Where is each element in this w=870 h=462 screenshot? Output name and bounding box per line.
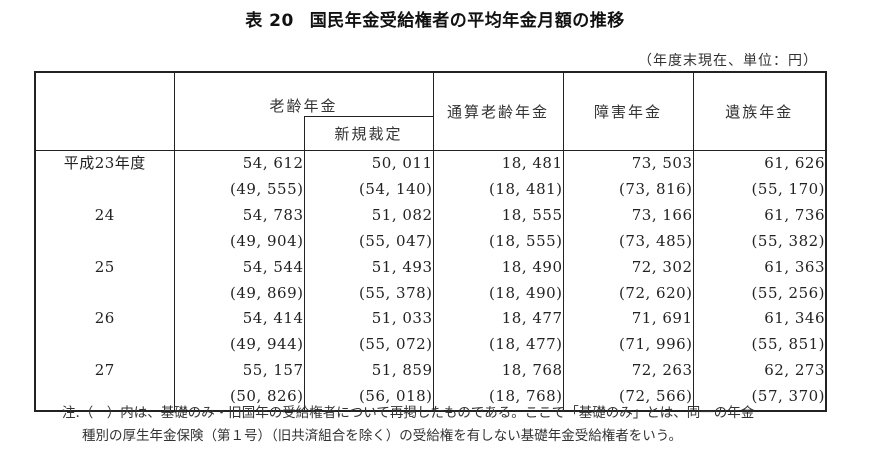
survivor-cell: 62, 273 — [693, 358, 827, 385]
table-row: 27 55, 157 51, 859 18, 768 72, 263 62, 2… — [34, 358, 827, 385]
header-tsusan: 通算老齢年金 — [432, 71, 564, 151]
table-row: 24 54, 783 51, 082 18, 555 73, 166 61, 7… — [34, 202, 827, 229]
table-row-sub: (49, 869) (55, 378) (18, 490) (72, 620) … — [34, 280, 827, 307]
survivor-sub-cell: (55, 382) — [693, 228, 827, 255]
table-row-sub: (49, 944) (55, 072) (18, 477) (71, 996) … — [34, 332, 827, 359]
survivor-sub-cell: (55, 256) — [693, 280, 827, 307]
pension-table: 老齢年金 通算老齢年金 障害年金 遺族年金 新規裁定 平成23年度 54, 61… — [34, 71, 828, 413]
disability-sub-cell: (73, 485) — [563, 228, 694, 255]
oldage-new-cell: 51, 082 — [304, 202, 434, 229]
oldage-new-sub-cell: (55, 047) — [304, 228, 434, 255]
unit-note: （年度末現在、単位：円） — [638, 53, 818, 69]
disability-cell: 72, 263 — [563, 358, 694, 385]
tsusan-sub-cell: (18, 555) — [433, 228, 564, 255]
table-row-sub: (49, 904) (55, 047) (18, 555) (73, 485) … — [34, 228, 827, 255]
oldage-cell: 55, 157 — [174, 358, 305, 385]
oldage-sub-cell: (49, 869) — [174, 280, 305, 307]
oldage-new-cell: 50, 011 — [304, 150, 434, 177]
disability-sub-cell: (73, 816) — [563, 176, 694, 203]
table-row-sub: (50, 826) (56, 018) (18, 768) (72, 566) … — [34, 384, 827, 412]
survivor-cell: 61, 736 — [693, 202, 827, 229]
footnote-line-1: 注.（ ）内は、基礎のみ・旧国年の受給権者について再掲したものである。ここで「基… — [62, 405, 755, 421]
oldage-sub-cell: (49, 904) — [174, 228, 305, 255]
disability-cell: 72, 302 — [563, 254, 694, 281]
oldage-new-cell: 51, 493 — [304, 254, 434, 281]
year-cell-empty — [34, 280, 175, 307]
header-year — [34, 71, 175, 151]
tsusan-cell: 18, 555 — [433, 202, 564, 229]
footnote-line-2: 種別の厚生年金保険（第１号）（旧共済組合を除く）の受給権を有しない基礎年金受給権… — [82, 428, 682, 444]
year-cell-empty — [34, 228, 175, 255]
tsusan-sub-cell: (18, 768) — [433, 384, 564, 412]
header-disability: 障害年金 — [562, 71, 694, 151]
oldage-cell: 54, 612 — [174, 150, 305, 177]
oldage-new-sub-cell: (56, 018) — [304, 384, 434, 412]
oldage-sub-cell: (50, 826) — [174, 384, 305, 412]
oldage-sub-cell: (49, 944) — [174, 332, 305, 359]
year-cell: 26 — [34, 306, 175, 333]
survivor-sub-cell: (57, 370) — [693, 384, 827, 412]
year-cell-empty — [34, 384, 175, 412]
survivor-cell: 61, 346 — [693, 306, 827, 333]
tsusan-cell: 18, 490 — [433, 254, 564, 281]
disability-sub-cell: (72, 620) — [563, 280, 694, 307]
year-cell: 平成23年度 — [34, 150, 175, 177]
table-title-text: 国民年金受給権者の平均年金月額の推移 — [309, 11, 625, 31]
oldage-new-cell: 51, 033 — [304, 306, 434, 333]
year-cell: 24 — [34, 202, 175, 229]
oldage-new-sub-cell: (55, 378) — [304, 280, 434, 307]
header-oldage: 老齢年金 — [173, 71, 434, 117]
oldage-new-sub-cell: (55, 072) — [304, 332, 434, 359]
tsusan-sub-cell: (18, 481) — [433, 176, 564, 203]
oldage-new-cell: 51, 859 — [304, 358, 434, 385]
disability-cell: 73, 503 — [563, 150, 694, 177]
tsusan-cell: 18, 477 — [433, 306, 564, 333]
survivor-sub-cell: (55, 851) — [693, 332, 827, 359]
tsusan-cell: 18, 481 — [433, 150, 564, 177]
oldage-new-sub-cell: (54, 140) — [304, 176, 434, 203]
table-title: 表 20 国民年金受給権者の平均年金月額の推移 — [0, 6, 870, 31]
year-cell-empty — [34, 176, 175, 203]
header-survivor: 遺族年金 — [692, 71, 827, 151]
tsusan-sub-cell: (18, 477) — [433, 332, 564, 359]
disability-sub-cell: (72, 566) — [563, 384, 694, 412]
oldage-sub-cell: (49, 555) — [174, 176, 305, 203]
oldage-cell: 54, 544 — [174, 254, 305, 281]
table-number: 表 20 — [245, 11, 294, 31]
oldage-cell: 54, 783 — [174, 202, 305, 229]
survivor-cell: 61, 363 — [693, 254, 827, 281]
disability-cell: 73, 166 — [563, 202, 694, 229]
table-row: 25 54, 544 51, 493 18, 490 72, 302 61, 3… — [34, 254, 827, 281]
year-cell: 25 — [34, 254, 175, 281]
footnote: 注.（ ）内は、基礎のみ・旧国年の受給権者について再掲したものである。ここで「基… — [62, 402, 754, 448]
survivor-cell: 61, 626 — [693, 150, 827, 177]
table-row: 平成23年度 54, 612 50, 011 18, 481 73, 503 6… — [34, 150, 827, 177]
header-oldage-new: 新規裁定 — [303, 116, 434, 151]
tsusan-sub-cell: (18, 490) — [433, 280, 564, 307]
disability-cell: 71, 691 — [563, 306, 694, 333]
header-oldage-spacer — [173, 116, 304, 151]
disability-sub-cell: (71, 996) — [563, 332, 694, 359]
survivor-sub-cell: (55, 170) — [693, 176, 827, 203]
year-cell-empty — [34, 332, 175, 359]
table-row-sub: (49, 555) (54, 140) (18, 481) (73, 816) … — [34, 176, 827, 203]
oldage-cell: 54, 414 — [174, 306, 305, 333]
year-cell: 27 — [34, 358, 175, 385]
table-row: 26 54, 414 51, 033 18, 477 71, 691 61, 3… — [34, 306, 827, 333]
tsusan-cell: 18, 768 — [433, 358, 564, 385]
